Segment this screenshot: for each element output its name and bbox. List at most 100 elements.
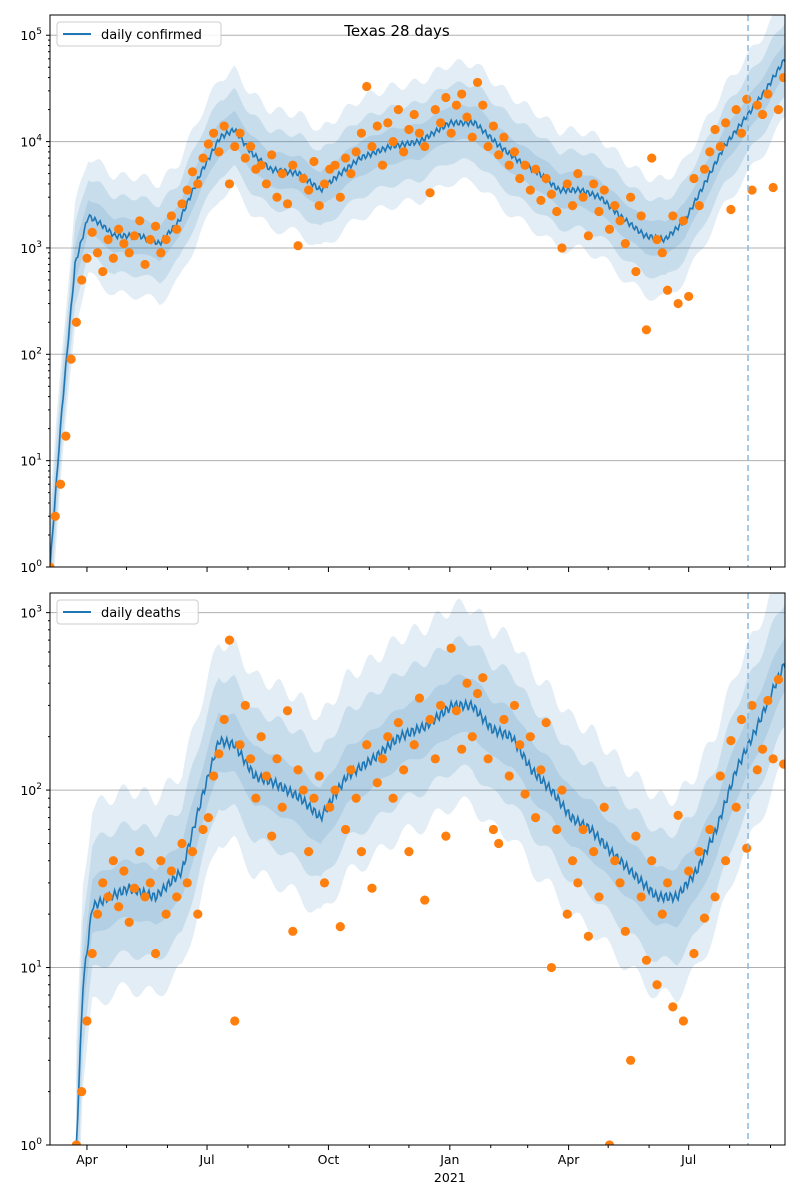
confirmed-data-point xyxy=(620,238,630,249)
deaths-data-point xyxy=(124,917,134,927)
deaths-data-point xyxy=(119,866,129,876)
uncertainty-band-3 xyxy=(50,15,785,567)
confirmed-data-point xyxy=(409,109,419,120)
deaths-data-point xyxy=(425,714,435,725)
deaths-data-point xyxy=(108,856,118,866)
deaths-data-point xyxy=(235,740,245,750)
deaths-data-point xyxy=(240,700,250,711)
deaths-data-point xyxy=(536,765,546,775)
confirmed-data-point xyxy=(478,100,488,110)
deaths-data-point xyxy=(488,824,498,835)
deaths-data-point xyxy=(325,802,335,812)
confirmed-data-point xyxy=(673,298,683,309)
deaths-data-point xyxy=(736,714,747,725)
axes-frame xyxy=(49,592,786,1146)
confirmed-data-point xyxy=(55,479,66,489)
confirmed-data-point xyxy=(367,141,377,152)
x-tick-label: Oct xyxy=(318,1152,340,1167)
confirmed-data-point xyxy=(87,227,97,238)
confirmed-data-point xyxy=(425,188,435,198)
deaths-data-point xyxy=(589,847,599,857)
confirmed-data-point xyxy=(267,150,277,160)
confirmed-data-point xyxy=(261,179,272,189)
y-tick-label: 102 xyxy=(20,346,42,362)
confirmed-data-point xyxy=(757,109,768,120)
confirmed-data-point xyxy=(351,147,361,157)
confirmed-data-point xyxy=(705,147,715,157)
deaths-data-point xyxy=(140,892,150,902)
confirmed-data-point xyxy=(562,179,572,189)
y-tick-label: 102 xyxy=(20,782,42,798)
confirmed-data-point xyxy=(330,160,340,170)
confirmed-data-point xyxy=(694,201,704,211)
deaths-data-point xyxy=(362,740,372,750)
deaths-data-point xyxy=(346,765,356,775)
deaths-data-point xyxy=(757,744,768,754)
deaths-data-point xyxy=(626,1055,636,1065)
confirmed-data-point xyxy=(399,147,409,157)
confirmed-data-point xyxy=(525,185,535,195)
deaths-data-point xyxy=(293,765,303,775)
x-tick-label: Apr xyxy=(558,1152,580,1167)
confirmed-data-point xyxy=(488,121,498,131)
deaths-data-point xyxy=(209,771,219,781)
confirmed-data-point xyxy=(684,291,694,302)
confirmed-data-point xyxy=(446,128,456,138)
confirmed-data-point xyxy=(515,173,525,184)
deaths-data-point xyxy=(726,736,736,746)
deaths-data-point xyxy=(636,892,646,902)
deaths-data-point xyxy=(631,831,641,841)
confirmed-data-point xyxy=(245,141,256,152)
deaths-data-point xyxy=(768,754,778,764)
confirmed-data-point xyxy=(435,118,446,128)
y-tick-label: 101 xyxy=(20,960,42,976)
legend-label: daily confirmed xyxy=(101,28,202,43)
deaths-data-point xyxy=(87,948,97,959)
confirmed-data-point xyxy=(124,248,134,258)
confirmed-data-point xyxy=(335,192,345,202)
deaths-data-point xyxy=(668,1002,678,1012)
confirmed-data-point xyxy=(119,238,129,249)
deaths-data-point xyxy=(573,878,583,888)
deaths-axes: 100 101 102 103 Apr Jul Oct Jan 2021 Apr Jul daily … xyxy=(20,592,786,1185)
deaths-data-point xyxy=(747,700,757,711)
deaths-data-point xyxy=(388,793,398,803)
confirmed-data-point xyxy=(108,253,118,263)
confirmed-data-point xyxy=(610,201,620,211)
deaths-data-point xyxy=(230,1016,240,1026)
confirmed-data-point xyxy=(298,173,308,184)
uncertainty-band-2 xyxy=(50,23,785,567)
deaths-data-point xyxy=(615,878,625,888)
confirmed-data-point xyxy=(50,511,60,521)
y-tick-label: 100 xyxy=(20,559,42,575)
confirmed-data-point xyxy=(156,248,166,258)
confirmed-data-point xyxy=(420,141,430,152)
confirmed-data-point xyxy=(77,275,87,285)
deaths-data-point xyxy=(647,856,657,866)
deaths-data-point xyxy=(721,856,731,866)
confirmed-data-point xyxy=(256,160,266,170)
confirmed-data-point xyxy=(187,167,198,177)
confirmed-data-point xyxy=(631,266,641,277)
x-tick-label: Jan xyxy=(439,1152,459,1167)
confirmed-data-point xyxy=(715,141,725,152)
confirmed-data-point xyxy=(779,72,785,83)
deaths-data-point xyxy=(773,674,784,685)
deaths-data-point xyxy=(198,824,208,835)
deaths-data-point xyxy=(710,892,720,902)
confirmed-data-point xyxy=(557,243,567,253)
deaths-data-point xyxy=(604,1140,615,1145)
deaths-data-point xyxy=(129,883,140,893)
confirmed-data-point xyxy=(388,136,398,147)
confirmed-data-point xyxy=(129,231,140,241)
deaths-data-point xyxy=(578,824,588,835)
deaths-data-point xyxy=(182,878,192,888)
deaths-data-point xyxy=(356,847,367,857)
confirmed-data-point xyxy=(214,147,224,157)
uncertainty-band-1 xyxy=(50,42,785,567)
deaths-data-point xyxy=(494,838,504,849)
confirmed-data-point xyxy=(103,234,113,245)
legend-box xyxy=(56,21,222,47)
deaths-data-point xyxy=(261,771,272,781)
confirmed-data-point xyxy=(209,128,219,138)
